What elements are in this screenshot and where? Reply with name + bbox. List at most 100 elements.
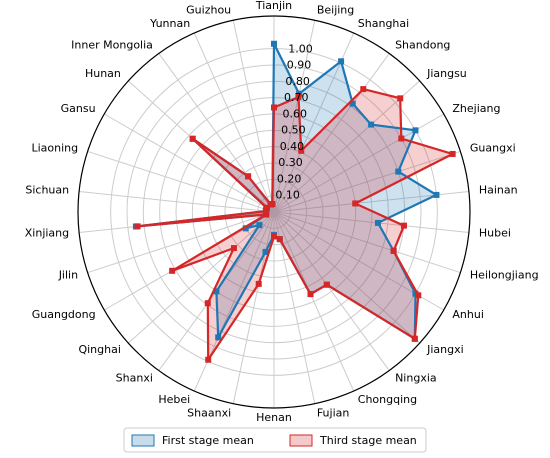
series-marker	[323, 281, 330, 288]
grid-spoke	[273, 211, 420, 344]
category-label: Shaanxi	[187, 406, 231, 419]
category-label: Chongqing	[358, 393, 417, 406]
series-marker	[271, 40, 277, 47]
category-label: Jiangsu	[426, 67, 467, 80]
category-label: Liaoning	[31, 141, 78, 154]
grid-spoke	[273, 211, 390, 371]
radial-tick-label: 0.20	[277, 172, 302, 185]
category-label: Hebei	[158, 393, 190, 406]
radial-tick-label: 0.50	[281, 124, 306, 137]
series-marker	[411, 335, 418, 342]
series-marker	[134, 223, 141, 230]
category-label: Yunnan	[149, 17, 190, 30]
series-marker	[262, 248, 269, 255]
legend-frame	[123, 427, 427, 453]
category-label: Hunan	[85, 67, 121, 80]
series-marker	[390, 247, 397, 254]
legend-swatch	[289, 434, 313, 447]
grid-spoke	[273, 150, 461, 213]
grid-spoke	[273, 211, 316, 404]
legend-label: First stage mean	[162, 434, 254, 447]
series-marker	[296, 90, 303, 97]
radial-tick-label: 0.40	[280, 140, 305, 153]
series-marker	[189, 135, 196, 142]
grid-spoke	[273, 211, 469, 233]
series-marker	[169, 267, 176, 274]
series-marker	[307, 291, 314, 298]
grid-spoke	[87, 150, 275, 213]
category-label: Tianjin	[255, 0, 292, 12]
series-marker	[263, 204, 270, 211]
series-marker	[245, 173, 252, 180]
category-label: Anhui	[452, 308, 484, 321]
category-label: Guangdong	[32, 308, 96, 321]
category-label: Shandong	[395, 38, 450, 51]
series-marker	[398, 135, 405, 142]
series-marker	[269, 201, 276, 208]
radial-tick-label: 0.70	[284, 91, 309, 104]
category-label: Guangxi	[470, 141, 516, 154]
category-label: Hubei	[479, 227, 511, 240]
category-label: Shanxi	[116, 372, 153, 385]
series-area	[135, 43, 437, 339]
grid-spoke	[273, 20, 316, 213]
radial-tick-label: 0.90	[287, 59, 312, 72]
series-marker	[374, 219, 381, 226]
legend-label: Third stage mean	[319, 434, 417, 447]
category-label: Fujian	[317, 406, 350, 419]
series-marker	[415, 292, 422, 299]
outer-frame	[77, 15, 471, 409]
category-label: Heilongjiang	[470, 269, 539, 282]
category-label: Shanghai	[358, 17, 409, 30]
category-label: Zhejiang	[452, 102, 500, 115]
series-marker	[271, 233, 277, 240]
series-marker	[352, 200, 359, 207]
category-label: Sichuan	[25, 183, 69, 196]
series-marker	[433, 191, 440, 198]
series-marker	[368, 121, 375, 128]
grid-spoke	[273, 211, 461, 274]
category-label: Gansu	[61, 102, 96, 115]
series-marker	[298, 147, 305, 154]
series-marker	[263, 211, 270, 218]
grid-spoke	[232, 211, 275, 404]
radial-tick-label: 0.60	[283, 107, 308, 120]
series-marker	[271, 104, 277, 111]
series-marker	[205, 356, 212, 363]
series-marker	[276, 236, 283, 243]
series-marker	[213, 288, 220, 295]
radial-tick-label: 0.10	[275, 189, 300, 202]
series-marker	[204, 300, 211, 307]
grid-spoke	[104, 113, 275, 213]
category-label: Beijing	[317, 4, 354, 17]
grid-spoke	[87, 211, 275, 274]
series-marker	[360, 86, 367, 93]
series-marker	[400, 222, 407, 229]
category-label: Xinjiang	[25, 227, 69, 240]
category-label: Guizhou	[186, 4, 231, 17]
series-marker	[295, 93, 302, 100]
legend-swatch	[131, 434, 155, 447]
radial-tick-label: 0.80	[285, 75, 310, 88]
category-label: Jiangxi	[426, 343, 464, 356]
category-label: Henan	[256, 411, 292, 424]
category-label: Qinghai	[78, 343, 120, 356]
series-marker	[349, 100, 356, 107]
category-label: Ningxia	[395, 372, 437, 385]
series-marker	[215, 334, 222, 341]
grid-spoke	[232, 20, 275, 213]
series-marker	[242, 225, 249, 232]
category-label: Jilin	[58, 269, 78, 282]
grid-spoke	[273, 53, 390, 213]
grid-spoke	[128, 211, 275, 344]
grid-spoke	[79, 191, 275, 213]
category-label: Hainan	[479, 183, 518, 196]
series-marker	[449, 150, 456, 157]
grid-spoke	[273, 211, 355, 392]
series-marker	[256, 222, 263, 229]
radial-tick-label: 1.00	[288, 42, 313, 55]
series-marker	[255, 280, 262, 287]
series-marker	[230, 245, 237, 252]
series-marker	[397, 95, 404, 102]
